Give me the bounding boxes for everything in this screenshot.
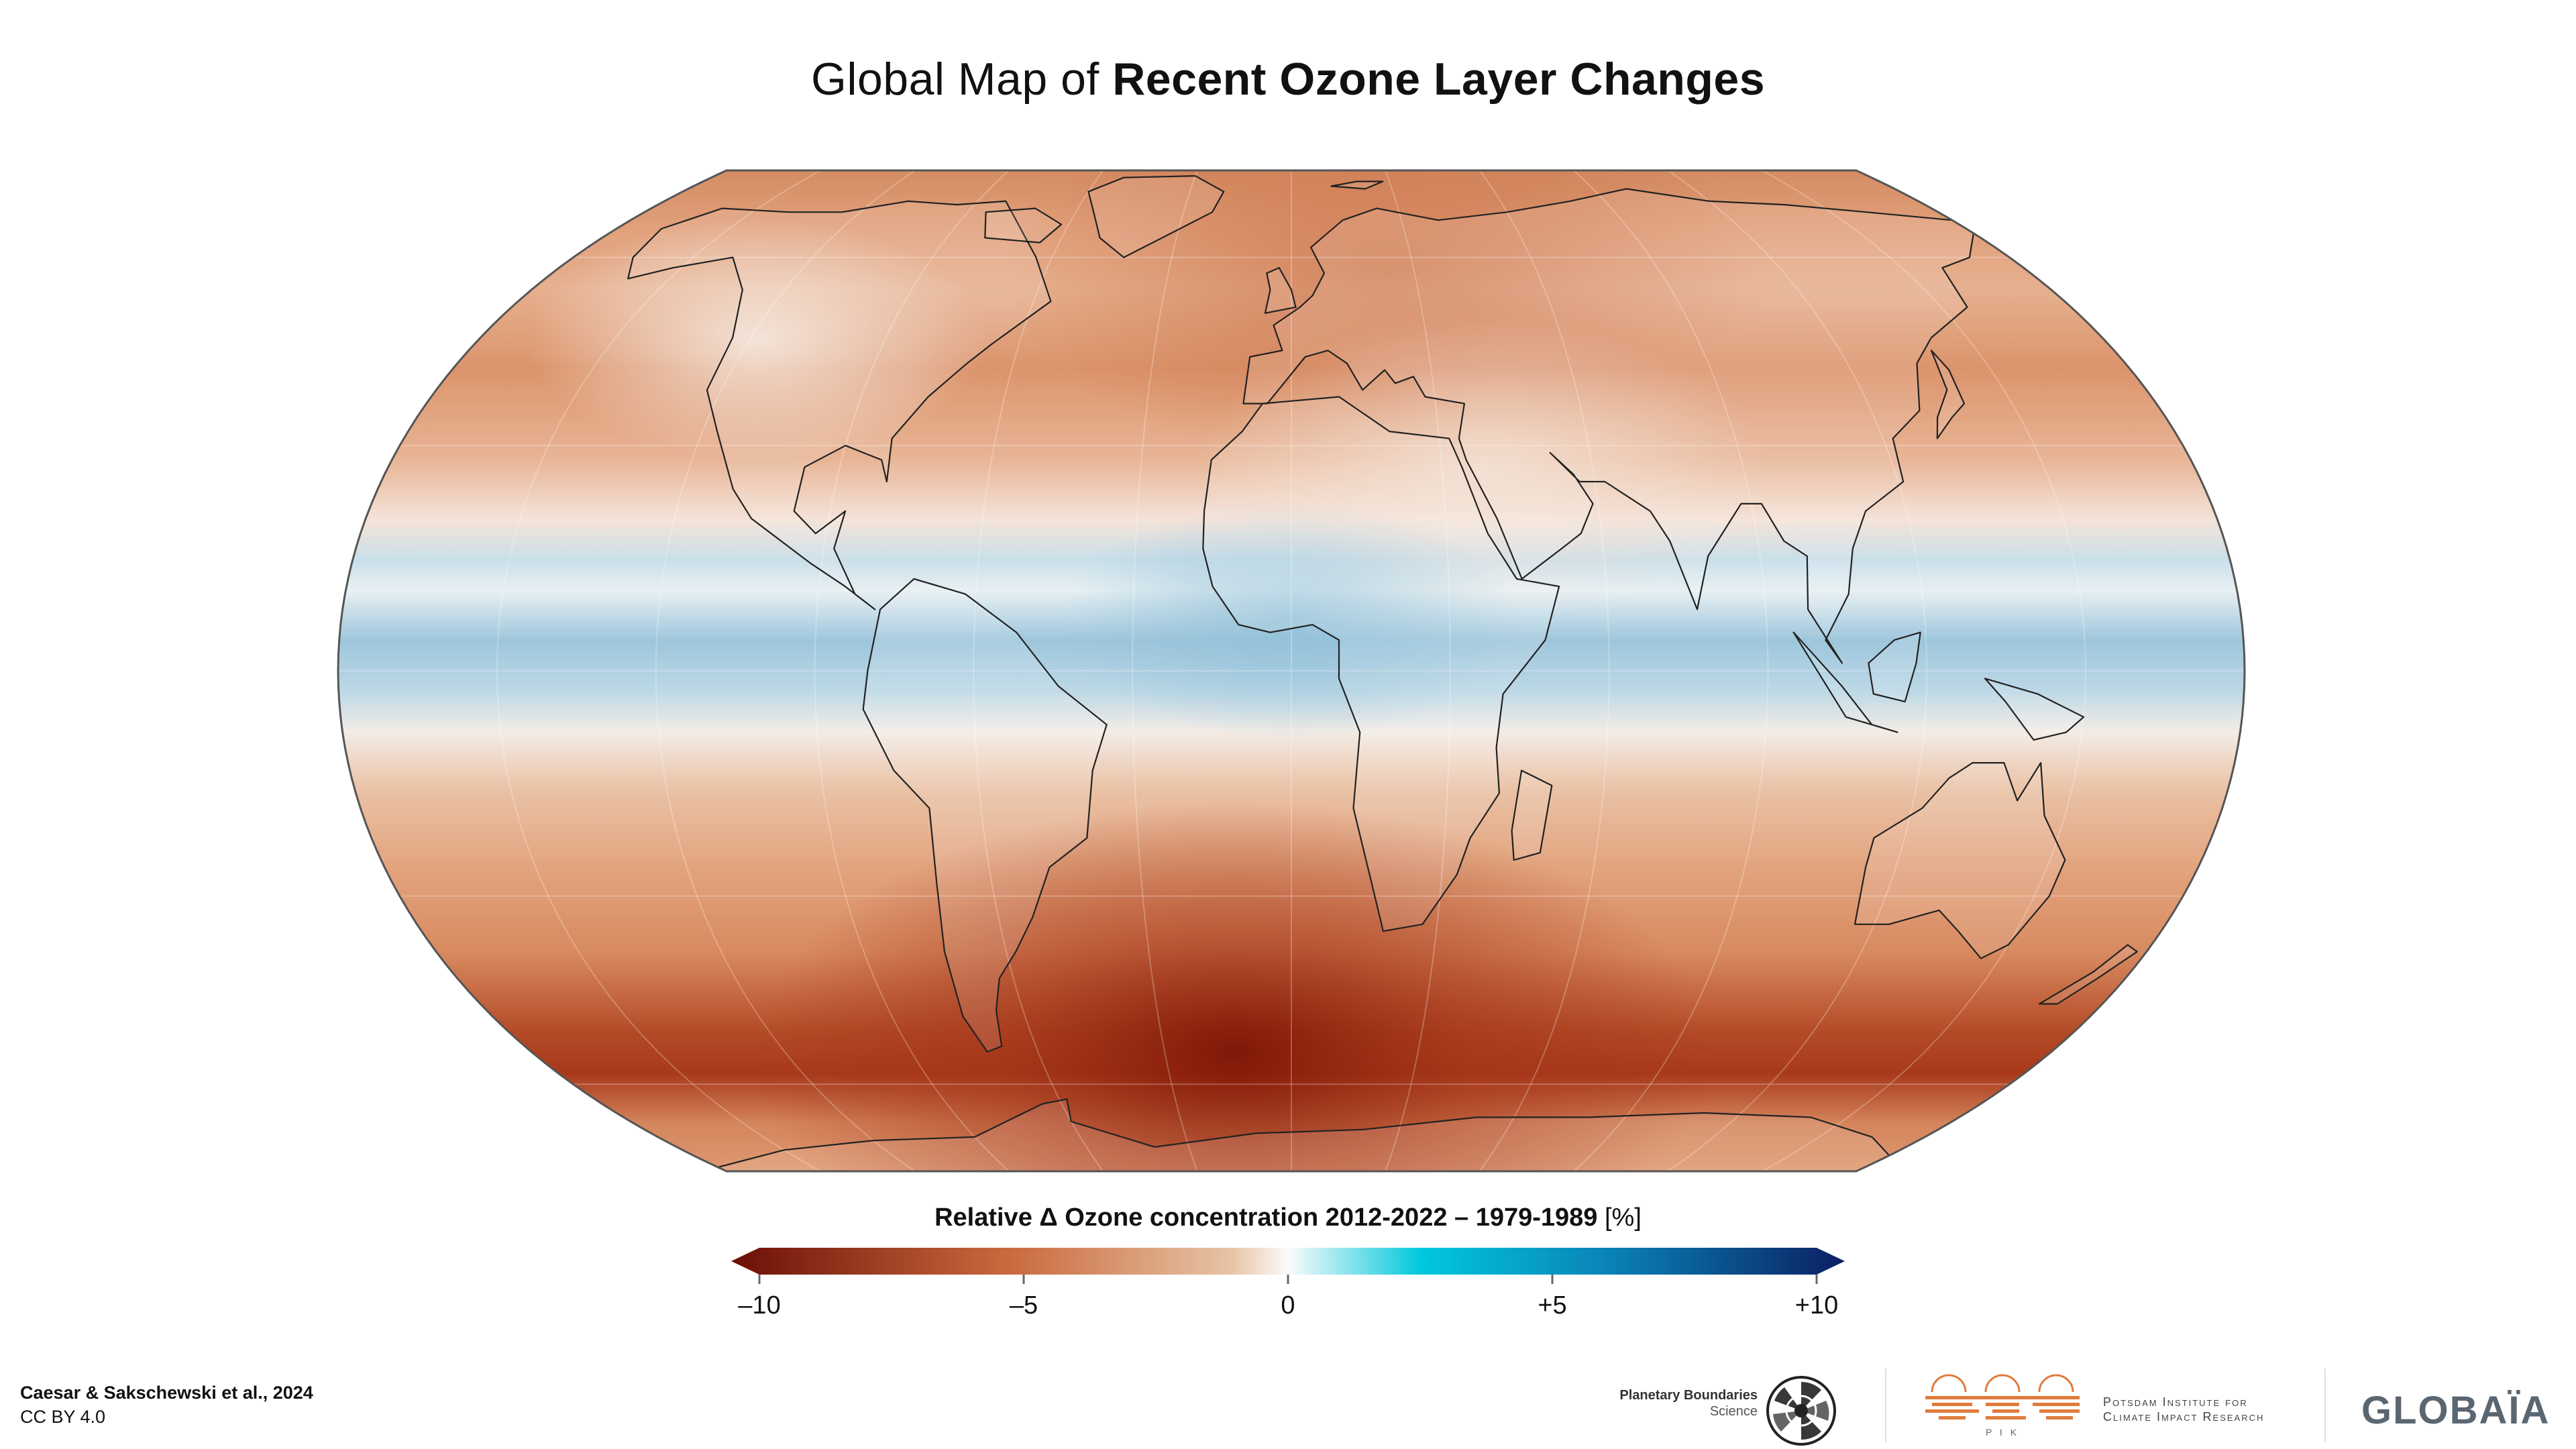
continent-south-america [862, 578, 1108, 1053]
continent-new-guinea [1984, 678, 2085, 741]
meridian-line [1762, 170, 2087, 1171]
meridian-line [496, 170, 821, 1171]
colorbar-tick-label: +10 [1795, 1291, 1838, 1320]
colorbar-tick-label: –5 [1010, 1291, 1038, 1320]
continent-australia [1854, 762, 2066, 959]
meridian-line [973, 170, 1104, 1171]
meridian-line [1385, 170, 1451, 1171]
continent-outlines [627, 175, 2138, 1171]
colorbar-ticks: –10 –5 0 +5 +10 [738, 1275, 1838, 1320]
planetary-boundaries-text: Planetary Boundaries Science [1619, 1387, 1758, 1419]
continent-north-america [627, 200, 1052, 610]
planetary-boundaries-logo: Planetary Boundaries Science [1597, 1374, 1838, 1446]
meridian-line [655, 170, 916, 1171]
pik-logo: P I K Potsdam Institute for Climate Impa… [1925, 1372, 2301, 1439]
colorbar-tick-label: 0 [1281, 1291, 1295, 1320]
continent-borneo [1868, 631, 1921, 702]
colorbar-svg: –10 –5 0 +5 +10 [731, 1248, 1845, 1320]
colorbar-bar [731, 1248, 1845, 1275]
continent-indonesia [1792, 631, 1898, 733]
planetary-boundaries-line1: Planetary Boundaries [1619, 1388, 1758, 1403]
continent-uk [1264, 267, 1297, 314]
meridian-line [1132, 170, 1198, 1171]
continent-baffin [984, 207, 1063, 244]
meridian-line [1667, 170, 1928, 1171]
credit-license: CC BY 4.0 [20, 1407, 106, 1427]
credit-authors: Caesar & Sakschewski et al., 2024 [20, 1383, 313, 1403]
globaia-logo: GLOBAÏA [2361, 1382, 2563, 1436]
credit: Caesar & Sakschewski et al., 2024 CC BY … [20, 1381, 313, 1429]
logo-divider-1 [1885, 1368, 1886, 1442]
continent-svalbard [1330, 180, 1384, 190]
meridian-line [1573, 170, 1769, 1171]
continent-europe-asia [1242, 188, 1974, 664]
map-svg [337, 169, 2246, 1173]
continent-madagascar [1511, 769, 1553, 861]
title-light: Global Map of [810, 54, 1099, 105]
meridian-line [1479, 170, 1610, 1171]
globaia-wordmark: GLOBAÏA [2361, 1389, 2551, 1432]
continent-new-zealand [2038, 944, 2138, 1005]
logo-divider-2 [2324, 1368, 2326, 1442]
colorbar-title: Relative Δ Ozone concentration 2012-2022… [0, 1201, 2576, 1234]
map-fill [338, 170, 2245, 1171]
continent-africa [1202, 396, 1560, 932]
pik-text: Potsdam Institute for Climate Impact Res… [2103, 1395, 2264, 1424]
colorbar-tick-label: –10 [738, 1291, 780, 1320]
colorbar: –10 –5 0 +5 +10 [718, 1241, 1858, 1335]
continent-japan [1930, 350, 1966, 439]
pik-line1: Potsdam Institute for [2103, 1395, 2248, 1409]
planetary-boundaries-line2: Science [1709, 1404, 1758, 1419]
pik-mark-text: P I K [1986, 1427, 2019, 1438]
title-bold: Recent Ozone Layer Changes [1112, 54, 1766, 105]
colorbar-title-text: Relative Δ Ozone concentration 2012-2022… [934, 1203, 1598, 1232]
page-title: Global Map of Recent Ozone Layer Changes [0, 46, 2576, 113]
meridian-line [814, 170, 1010, 1171]
colorbar-tick-label: +5 [1538, 1291, 1566, 1320]
pik-line2: Climate Impact Research [2103, 1410, 2265, 1424]
pik-mark-icon: P I K [1925, 1374, 2080, 1438]
graticule [338, 170, 2245, 1171]
ozone-map [335, 168, 2247, 1174]
logo-strip: Planetary Boundaries Science [1597, 1362, 2563, 1446]
planetary-boundaries-icon [1766, 1376, 1836, 1446]
colorbar-unit: [%] [1605, 1203, 1642, 1232]
continent-greenland [1087, 175, 1225, 258]
